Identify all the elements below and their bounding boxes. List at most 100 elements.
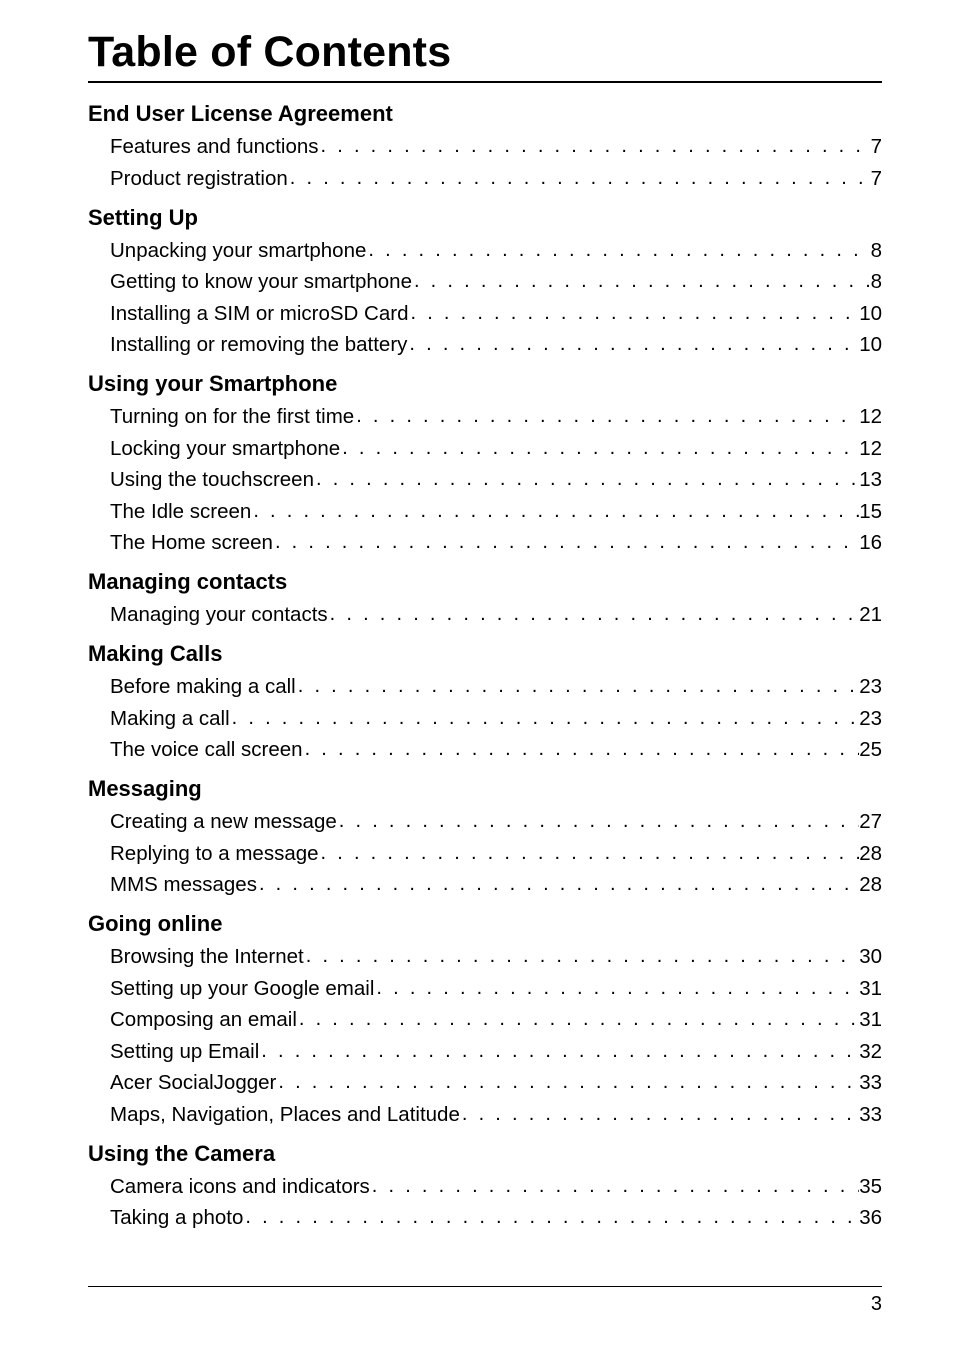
toc-entry-label: Replying to a message — [110, 840, 319, 868]
toc-entry[interactable]: Creating a new message27 — [110, 808, 882, 836]
toc-leader-dots — [328, 601, 860, 628]
toc-entry-label: Features and functions — [110, 133, 319, 161]
toc-leader-dots — [337, 808, 859, 835]
toc-leader-dots — [407, 331, 859, 358]
toc-entry-label: Unpacking your smartphone — [110, 237, 366, 265]
toc-leader-dots — [319, 840, 860, 867]
toc-leader-dots — [296, 673, 859, 700]
footer: 3 — [88, 1286, 882, 1316]
toc-entry[interactable]: MMS messages 28 — [110, 871, 882, 899]
table-of-contents: End User License Agreement Features and f… — [88, 101, 882, 1232]
toc-entry-page: 7 — [871, 165, 882, 193]
toc-entry[interactable]: Making a call23 — [110, 705, 882, 733]
toc-leader-dots — [288, 165, 871, 192]
page-container: Table of Contents End User License Agree… — [0, 0, 954, 1352]
toc-entry[interactable]: Getting to know your smartphone 8 — [110, 268, 882, 296]
toc-entry[interactable]: Unpacking your smartphone 8 — [110, 237, 882, 265]
toc-leader-dots — [276, 1069, 859, 1096]
title-underline — [88, 81, 882, 83]
toc-entry-page: 33 — [859, 1069, 882, 1097]
toc-entry-label: Installing or removing the battery — [110, 331, 407, 359]
toc-entry[interactable]: Setting up your Google email31 — [110, 975, 882, 1003]
toc-entry[interactable]: Turning on for the first time12 — [110, 403, 882, 431]
toc-entry-page: 8 — [871, 268, 882, 296]
toc-entry-label: Product registration — [110, 165, 288, 193]
toc-entry-page: 10 — [859, 300, 882, 328]
toc-entry[interactable]: Browsing the Internet 30 — [110, 943, 882, 971]
toc-entry-label: Managing your contacts — [110, 601, 328, 629]
toc-leader-dots — [251, 498, 859, 525]
toc-leader-dots — [408, 300, 859, 327]
toc-entry[interactable]: Replying to a message 28 — [110, 840, 882, 868]
toc-entry-label: Getting to know your smartphone — [110, 268, 412, 296]
toc-entry-page: 30 — [859, 943, 882, 971]
toc-entry[interactable]: Installing or removing the battery 10 — [110, 331, 882, 359]
toc-leader-dots — [303, 736, 860, 763]
toc-section-heading: Going online — [88, 911, 882, 937]
toc-entry-page: 36 — [859, 1204, 882, 1232]
toc-entry-label: Composing an email — [110, 1006, 297, 1034]
toc-entry-label: Before making a call — [110, 673, 296, 701]
toc-section-heading: Using the Camera — [88, 1141, 882, 1167]
toc-section-heading: Using your Smartphone — [88, 371, 882, 397]
toc-entry-page: 28 — [859, 871, 882, 899]
toc-entry[interactable]: Composing an email 31 — [110, 1006, 882, 1034]
toc-leader-dots — [412, 268, 871, 295]
toc-entry-label: The voice call screen — [110, 736, 303, 764]
toc-section-heading: Setting Up — [88, 205, 882, 231]
toc-entry[interactable]: Locking your smartphone 12 — [110, 435, 882, 463]
toc-entry-page: 25 — [859, 736, 882, 764]
toc-entry-page: 35 — [859, 1173, 882, 1201]
toc-leader-dots — [297, 1006, 859, 1033]
toc-leader-dots — [314, 466, 859, 493]
toc-entry-page: 31 — [859, 1006, 882, 1034]
footer-rule — [88, 1286, 882, 1287]
toc-entry-label: Setting up your Google email — [110, 975, 374, 1003]
toc-section-heading: End User License Agreement — [88, 101, 882, 127]
toc-entry-page: 21 — [859, 601, 882, 629]
toc-leader-dots — [230, 705, 860, 732]
toc-leader-dots — [304, 943, 859, 970]
toc-entry-label: The Idle screen — [110, 498, 251, 526]
toc-entry[interactable]: Taking a photo36 — [110, 1204, 882, 1232]
toc-entry[interactable]: Managing your contacts 21 — [110, 601, 882, 629]
toc-leader-dots — [273, 529, 859, 556]
toc-entry[interactable]: Acer SocialJogger 33 — [110, 1069, 882, 1097]
toc-entry-label: Maps, Navigation, Places and Latitude — [110, 1101, 460, 1129]
toc-leader-dots — [374, 975, 859, 1002]
toc-entry-label: Turning on for the first time — [110, 403, 354, 431]
toc-entry-label: Creating a new message — [110, 808, 337, 836]
toc-leader-dots — [460, 1101, 859, 1128]
toc-entry[interactable]: Features and functions7 — [110, 133, 882, 161]
toc-entry-label: Making a call — [110, 705, 230, 733]
toc-entry-page: 12 — [859, 435, 882, 463]
toc-leader-dots — [370, 1173, 859, 1200]
toc-entry-page: 10 — [859, 331, 882, 359]
toc-entry-label: MMS messages — [110, 871, 257, 899]
toc-entry[interactable]: Camera icons and indicators35 — [110, 1173, 882, 1201]
toc-entry-page: 15 — [859, 498, 882, 526]
toc-entry-label: Acer SocialJogger — [110, 1069, 276, 1097]
toc-entry[interactable]: Using the touchscreen13 — [110, 466, 882, 494]
toc-entry[interactable]: Before making a call23 — [110, 673, 882, 701]
toc-entry[interactable]: Maps, Navigation, Places and Latitude 33 — [110, 1101, 882, 1129]
toc-entry[interactable]: The Idle screen 15 — [110, 498, 882, 526]
toc-leader-dots — [259, 1038, 859, 1065]
toc-entry-page: 13 — [859, 466, 882, 494]
toc-section-heading: Messaging — [88, 776, 882, 802]
toc-entry-page: 28 — [859, 840, 882, 868]
toc-leader-dots — [340, 435, 859, 462]
toc-entry-page: 32 — [859, 1038, 882, 1066]
toc-entry[interactable]: Installing a SIM or microSD Card10 — [110, 300, 882, 328]
toc-leader-dots — [366, 237, 870, 264]
toc-leader-dots — [257, 871, 859, 898]
toc-entry-label: Locking your smartphone — [110, 435, 340, 463]
toc-entry-label: Browsing the Internet — [110, 943, 304, 971]
toc-entry-page: 33 — [859, 1101, 882, 1129]
toc-entry[interactable]: The Home screen16 — [110, 529, 882, 557]
toc-entry-page: 8 — [871, 237, 882, 265]
toc-entry-page: 16 — [859, 529, 882, 557]
toc-entry[interactable]: The voice call screen 25 — [110, 736, 882, 764]
toc-entry[interactable]: Product registration 7 — [110, 165, 882, 193]
toc-entry[interactable]: Setting up Email32 — [110, 1038, 882, 1066]
